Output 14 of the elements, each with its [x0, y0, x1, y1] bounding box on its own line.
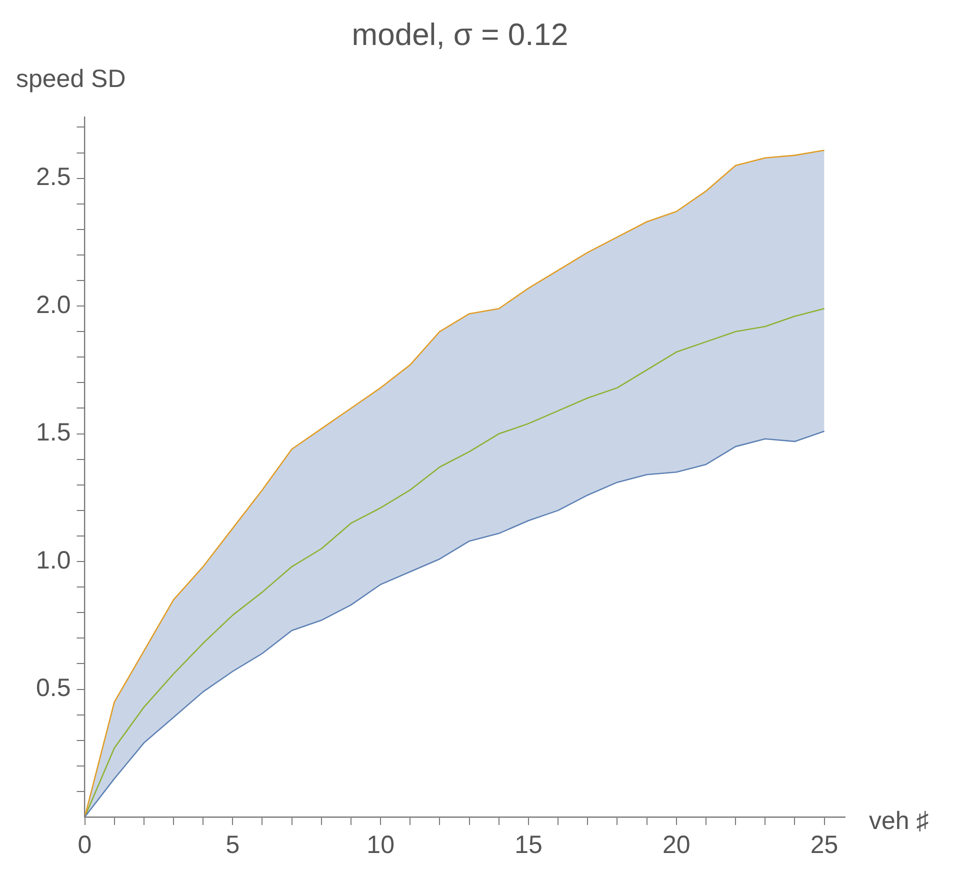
x-tick-label: 0	[78, 830, 92, 859]
x-axis-title: veh ♯	[869, 807, 929, 835]
x-tick-label: 25	[810, 830, 838, 859]
y-tick-label: 2.0	[36, 290, 71, 319]
chart-title: model, σ = 0.12	[352, 17, 568, 52]
y-tick-label: 0.5	[36, 674, 71, 702]
y-tick-label: 1.5	[36, 418, 71, 447]
y-tick-label: 2.5	[36, 163, 71, 192]
x-tick-label: 20	[662, 830, 690, 859]
x-tick-label: 5	[226, 830, 240, 859]
y-tick-label: 1.0	[36, 546, 71, 574]
x-tick-label: 10	[366, 830, 394, 859]
y-axis-title: speed SD	[16, 65, 126, 93]
x-tick-label: 15	[514, 830, 542, 859]
